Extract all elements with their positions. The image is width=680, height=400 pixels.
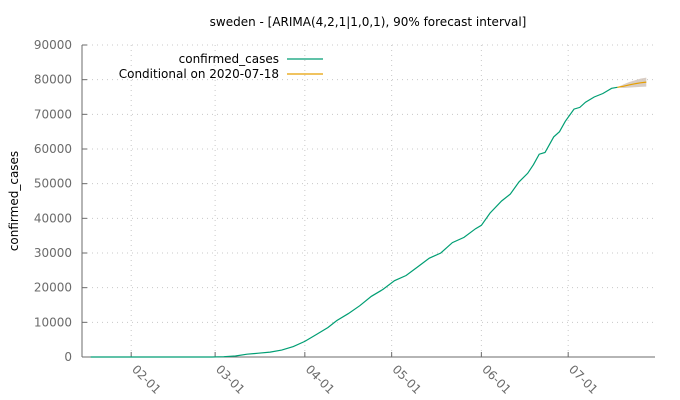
y-tick-label: 70000 [34, 107, 72, 121]
series-line [90, 86, 618, 358]
series-lines [90, 81, 647, 358]
y-tick-label: 0 [64, 350, 72, 364]
series-line [617, 81, 647, 88]
x-tick-label: 06-01 [479, 362, 514, 397]
legend-label: confirmed_cases [179, 52, 279, 66]
y-tick-label: 90000 [34, 38, 72, 52]
grid [82, 44, 655, 358]
axis-ticks: 0 10000 20000 30000 40000 50000 60000 70000 8000… [34, 38, 655, 397]
legend-label: Conditional on 2020-07-18 [119, 67, 279, 81]
chart-title: sweden - [ARIMA(4,2,1|1,0,1), 90% foreca… [210, 15, 527, 29]
y-tick-label: 40000 [34, 211, 72, 225]
x-tick-label: 05-01 [390, 362, 425, 397]
y-tick-label: 10000 [34, 315, 72, 329]
y-tick-label: 80000 [34, 73, 72, 87]
x-tick-label: 03-01 [213, 362, 248, 397]
x-tick-label: 04-01 [303, 362, 338, 397]
y-tick-label: 20000 [34, 281, 72, 295]
y-tick-label: 50000 [34, 177, 72, 191]
y-tick-label: 60000 [34, 142, 72, 156]
x-tick-label: 07-01 [566, 362, 601, 397]
y-axis-label: confirmed_cases [7, 151, 21, 251]
x-tick-label: 02-01 [129, 362, 164, 397]
y-tick-label: 30000 [34, 246, 72, 260]
